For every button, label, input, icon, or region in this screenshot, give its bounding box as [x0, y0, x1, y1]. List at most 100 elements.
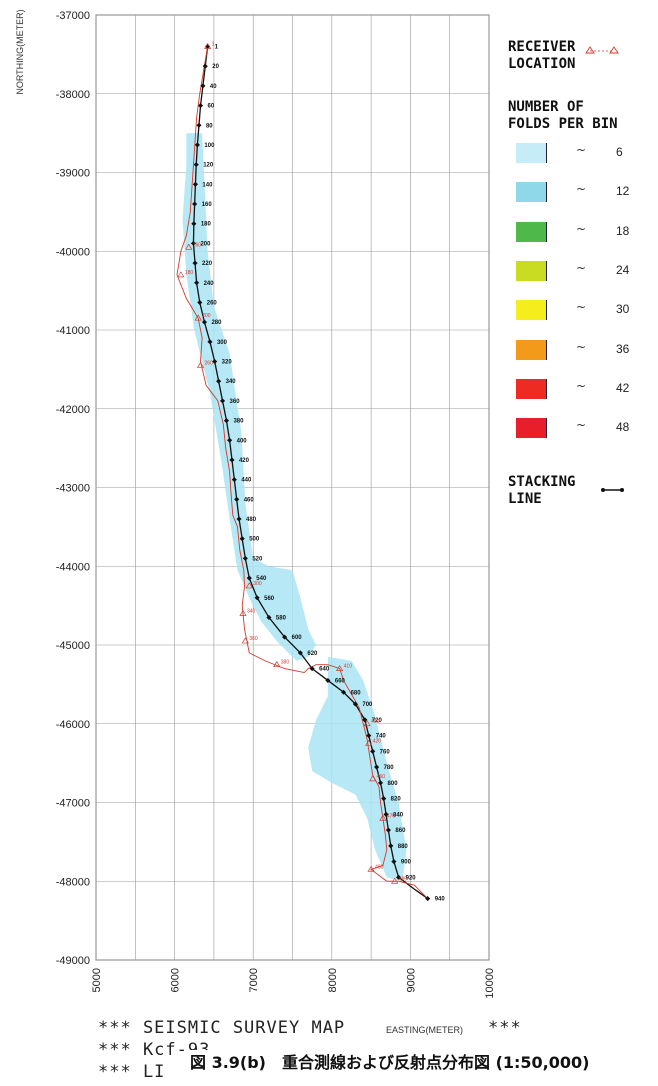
legend-fold-row: ~48 [516, 418, 646, 439]
y-tick-label: -46000 [56, 719, 90, 731]
receiver-marker [369, 775, 377, 782]
legend-receiver-title: RECEIVER LOCATION [508, 39, 576, 72]
receiver-label: 485 [399, 876, 408, 882]
station-marker [191, 221, 197, 227]
receiver-marker [241, 637, 249, 644]
receiver-marker [363, 720, 371, 727]
station-label: 580 [276, 615, 287, 621]
receiver-label: 200 [202, 313, 211, 319]
station-label: 820 [391, 797, 402, 803]
axis-ticks: -37000 -38000 -39000 -40000 -41000 -42000 -430… [56, 10, 496, 999]
legend-fold-tilde: ~ [576, 378, 587, 393]
legend-fold-row: ~12 [516, 182, 646, 203]
station-label: 1 [215, 45, 219, 51]
station-label: 860 [395, 828, 406, 834]
y-tick-label: -49000 [56, 955, 90, 967]
station-label: 460 [244, 497, 255, 503]
station-label: 700 [362, 702, 373, 708]
station-label: 400 [237, 438, 248, 444]
coverage-area [182, 133, 317, 661]
x-tick-label: 8000 [327, 968, 339, 992]
legend-fold-value: 48 [616, 420, 630, 435]
station-label: 940 [435, 897, 446, 903]
y-tick-label: -39000 [56, 168, 90, 180]
station-marker [196, 122, 202, 128]
y-tick-label: -41000 [56, 325, 90, 337]
legend-fold-swatch [516, 378, 547, 399]
receiver-marker [379, 814, 387, 821]
station-label: 920 [406, 875, 417, 881]
legend-fold-tilde: ~ [576, 221, 587, 236]
station-marker [266, 614, 272, 620]
station-label: 300 [217, 340, 228, 346]
station-label: 360 [230, 399, 241, 405]
legend-fold-swatch [516, 300, 547, 321]
station-label: 900 [401, 860, 412, 866]
station-marker [377, 780, 384, 786]
legend-fold-tilde: ~ [576, 300, 587, 315]
x-tick-label: 7000 [248, 968, 260, 992]
receiver-label: 480 [375, 864, 384, 870]
station-label: 80 [206, 123, 213, 129]
y-tick-label: -42000 [56, 404, 90, 416]
legend-fold-row: ~42 [516, 378, 646, 399]
receiver-label: 160 [193, 242, 202, 248]
x-tick-label: 10000 [484, 968, 496, 999]
station-label: 800 [388, 781, 399, 787]
station-label: 560 [264, 596, 275, 602]
station-label: 500 [249, 537, 260, 543]
station-label: 280 [211, 320, 222, 326]
station-marker [352, 701, 358, 707]
legend-folds-title: NUMBER OF FOLDS PER BIN [508, 99, 618, 132]
x-tick-label: 5000 [91, 968, 103, 992]
station-label: 100 [204, 143, 215, 149]
station-marker [190, 240, 197, 246]
station-label: 620 [307, 651, 318, 657]
station-markers: 1204060801001201401601802002202402602803… [177, 42, 446, 903]
legend-fold-row: ~6 [516, 143, 646, 163]
station-marker [234, 496, 240, 502]
station-marker [192, 201, 198, 207]
station-marker [362, 717, 368, 723]
station-label: 480 [246, 517, 257, 523]
station-marker [391, 859, 397, 865]
station-label: 260 [207, 300, 218, 306]
station-label: 640 [319, 667, 330, 673]
receiver-label: 360 [249, 636, 258, 642]
fold-coverage [182, 133, 407, 882]
station-marker [197, 299, 203, 305]
legend-fold-value: 30 [616, 302, 630, 317]
y-tick-label: -44000 [56, 561, 90, 573]
legend-fold-value: 24 [616, 262, 630, 277]
station-marker [366, 733, 372, 739]
station-label: 840 [393, 812, 404, 818]
receiver-label: 460 [377, 774, 386, 780]
y-axis-title: NORTHING(METER) [15, 9, 25, 95]
legend-fold-swatch [516, 339, 547, 360]
legend-fold-row: ~18 [516, 221, 646, 242]
legend-stacking-title: STACKING LINE [508, 474, 576, 507]
receiver-marker [203, 42, 212, 49]
x-tick-label: 6000 [170, 968, 182, 992]
grid [95, 14, 490, 961]
receiver-marker [177, 271, 185, 278]
receiver-marker [365, 739, 373, 746]
station-label: 680 [351, 690, 362, 696]
coverage-area [308, 656, 407, 882]
legend-fold-value: 12 [616, 184, 630, 199]
y-tick-label: -45000 [56, 640, 90, 652]
station-label: 180 [201, 222, 212, 228]
legend-fold-tilde: ~ [576, 339, 587, 354]
station-label: 520 [252, 556, 263, 562]
receiver-label: 180 [185, 270, 194, 276]
station-marker [202, 63, 208, 69]
x-tick-label: 9000 [405, 968, 417, 992]
receiver-marker [336, 664, 344, 671]
station-label: 420 [239, 458, 250, 464]
station-label: 60 [208, 104, 215, 110]
station-marker [197, 103, 204, 109]
receiver-line [176, 46, 429, 899]
figure-caption: 図 3.9(b) 重合測線および反射点分布図 (1:50,000) [186, 1050, 658, 1076]
receiver-marker [194, 314, 202, 321]
